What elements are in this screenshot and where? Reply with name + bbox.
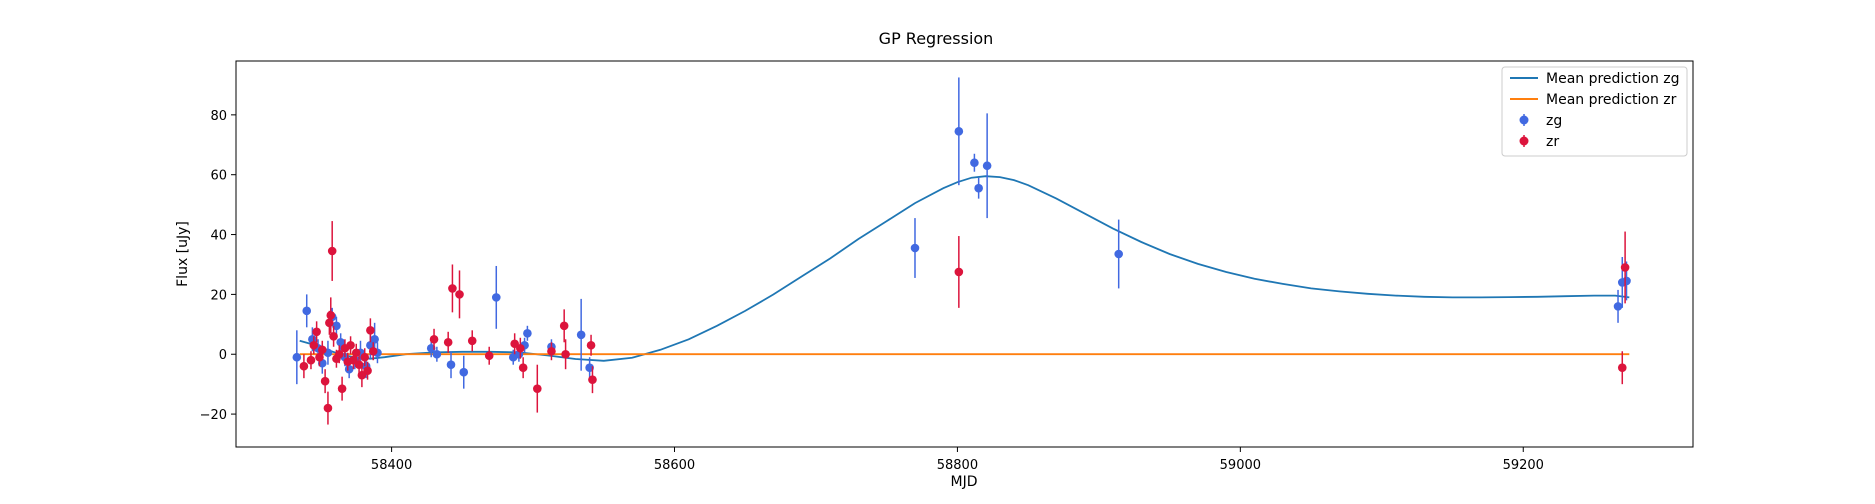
zr-data-point [559, 321, 569, 331]
zg-data-point [344, 364, 354, 374]
zr-data-point [533, 384, 542, 393]
zr-data-point [561, 349, 570, 359]
zr-data-point [586, 340, 596, 350]
zg-data-point [370, 334, 379, 344]
zg-data-point [459, 367, 469, 377]
zr-data-point [320, 376, 330, 386]
zg-data-point [523, 328, 532, 338]
y-tick-label: 60 [210, 169, 227, 184]
zg-data-point [576, 330, 586, 340]
legend-label-zr-line: Mean prediction zr [1546, 92, 1677, 108]
mean-prediction-zg-line [299, 175, 1630, 362]
zr-data-point [334, 349, 344, 359]
zg-data-point [970, 158, 979, 168]
zr-data-point [1620, 263, 1630, 272]
zr-data-point [326, 311, 336, 320]
zr-data-point [325, 318, 334, 328]
zr-data-point [954, 267, 964, 277]
y-tick-label: −20 [200, 408, 227, 423]
y-tick-label: 40 [210, 229, 227, 244]
zg-data-point [954, 127, 964, 136]
zg-data-point [292, 352, 302, 362]
zg-data-point [910, 243, 920, 253]
zr-data-point [443, 337, 453, 347]
zr-data-point [368, 346, 378, 356]
zr-data-point [455, 290, 464, 299]
zr-data-point [309, 340, 319, 350]
zg-data-point [336, 337, 345, 347]
x-tick-label: 59000 [1220, 458, 1261, 473]
legend-label-zg: zg [1546, 113, 1562, 129]
zg-data-point [1613, 302, 1623, 311]
zr-data-point [317, 345, 327, 355]
zr-data-point [299, 361, 309, 371]
legend-label-zg-line: Mean prediction zg [1546, 71, 1680, 87]
zr-data-point [346, 340, 355, 350]
zg-data-point [432, 349, 442, 359]
zr-data-point [448, 284, 457, 293]
x-tick-label: 58600 [654, 458, 695, 473]
legend-swatch-zr-marker [1519, 136, 1529, 146]
chart-title: GP Regression [879, 29, 994, 48]
zg-data-point [446, 360, 456, 370]
zr-data-point [363, 366, 372, 375]
zr-data-point [588, 375, 597, 384]
zr-data-point [366, 326, 375, 335]
zg-data-point [302, 306, 312, 316]
zg-data-point [982, 161, 992, 171]
y-tick-label: 20 [210, 288, 227, 303]
zr-data-point [351, 348, 361, 358]
y-axis-label: Flux [uJy] [175, 221, 191, 287]
x-axis-label: MJD [951, 474, 978, 490]
zr-data-point [306, 355, 316, 365]
zr-data-point [360, 352, 370, 362]
zr-data-point [547, 346, 556, 356]
y-tick-label: 0 [219, 348, 227, 363]
zg-data-point [974, 183, 983, 193]
legend-swatch-zg-marker [1519, 115, 1529, 125]
zr-data-point [467, 336, 477, 346]
x-axis: 58400 58600 58800 59000 59200 [371, 447, 1544, 473]
legend-box [1501, 66, 1688, 157]
y-axis: −20 0 20 40 60 80 [200, 109, 236, 423]
legend-label-zr: zr [1546, 134, 1559, 150]
x-tick-label: 59200 [1503, 458, 1544, 473]
y-tick-label: 80 [210, 109, 227, 124]
zr-data-point [516, 343, 525, 353]
zg-data-point [491, 293, 501, 302]
zg-data-point [1114, 249, 1123, 259]
legend: Mean prediction zg Mean prediction zr zg… [1501, 66, 1688, 157]
zr-data-point [429, 334, 439, 344]
plot-frame [235, 60, 1694, 448]
x-tick-label: 58800 [937, 458, 978, 473]
zr-data-point [1617, 363, 1627, 373]
points-layer [292, 77, 1631, 425]
x-tick-label: 58400 [371, 458, 412, 473]
zr-data-point [323, 403, 333, 413]
zr-data-point [337, 384, 347, 393]
zr-data-point [327, 246, 337, 256]
zr-data-point [329, 331, 338, 341]
zg-data-point [1622, 276, 1631, 286]
zr-data-point [312, 327, 321, 337]
zr-data-point [518, 363, 528, 373]
lines-layer [299, 175, 1630, 362]
zr-data-point [484, 351, 494, 361]
